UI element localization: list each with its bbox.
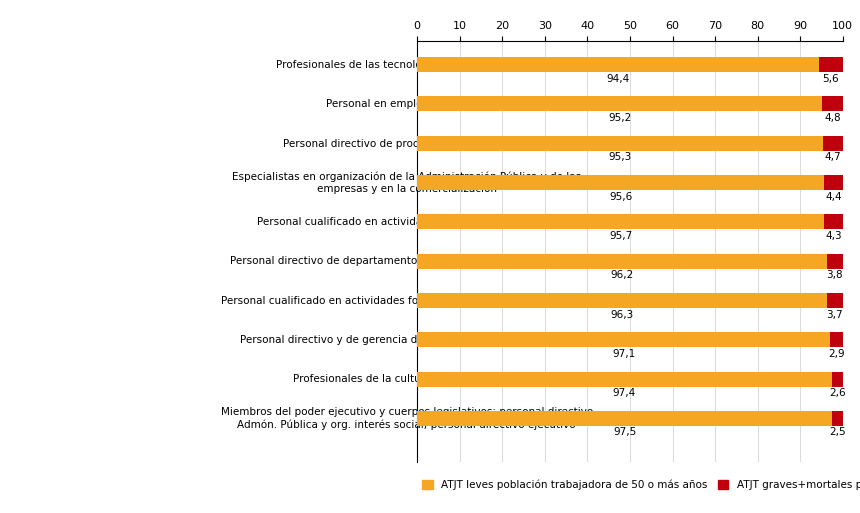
Text: 2,9: 2,9 [828,349,845,359]
Text: 95,7: 95,7 [609,231,632,241]
Text: 96,2: 96,2 [611,270,634,280]
Bar [819,57,843,72]
Bar [417,175,824,190]
Bar [417,411,832,426]
Text: 97,1: 97,1 [612,349,636,359]
Text: 4,4: 4,4 [825,192,842,202]
Text: 4,8: 4,8 [824,113,841,123]
Text: 95,6: 95,6 [609,192,632,202]
Text: 97,5: 97,5 [613,427,636,438]
Text: 3,7: 3,7 [826,309,844,320]
Bar [831,332,843,347]
Text: 97,4: 97,4 [613,388,636,398]
Text: 3,8: 3,8 [826,270,843,280]
Bar [417,254,826,269]
Text: 5,6: 5,6 [822,74,839,84]
Text: 4,3: 4,3 [826,231,842,241]
Bar [417,136,823,151]
Bar [417,332,831,347]
Bar [827,293,843,308]
Bar [826,254,843,269]
Bar [417,214,825,229]
Text: 95,3: 95,3 [608,152,631,162]
Text: 94,4: 94,4 [606,74,630,84]
Bar [824,175,843,190]
Bar [417,293,827,308]
Text: 4,7: 4,7 [825,152,841,162]
Text: 95,2: 95,2 [608,113,631,123]
Bar [822,96,843,111]
Bar [832,411,843,426]
Bar [417,57,819,72]
Text: 2,5: 2,5 [829,427,845,438]
Bar [417,96,822,111]
Bar [832,372,843,387]
Text: 96,3: 96,3 [611,309,634,320]
Bar [823,136,843,151]
Text: 2,6: 2,6 [829,388,845,398]
Bar [417,372,832,387]
Legend: ATJT leves población trabajadora de 50 o más años, ATJT graves+mortales població: ATJT leves población trabajadora de 50 o… [418,476,860,495]
Bar [825,214,843,229]
